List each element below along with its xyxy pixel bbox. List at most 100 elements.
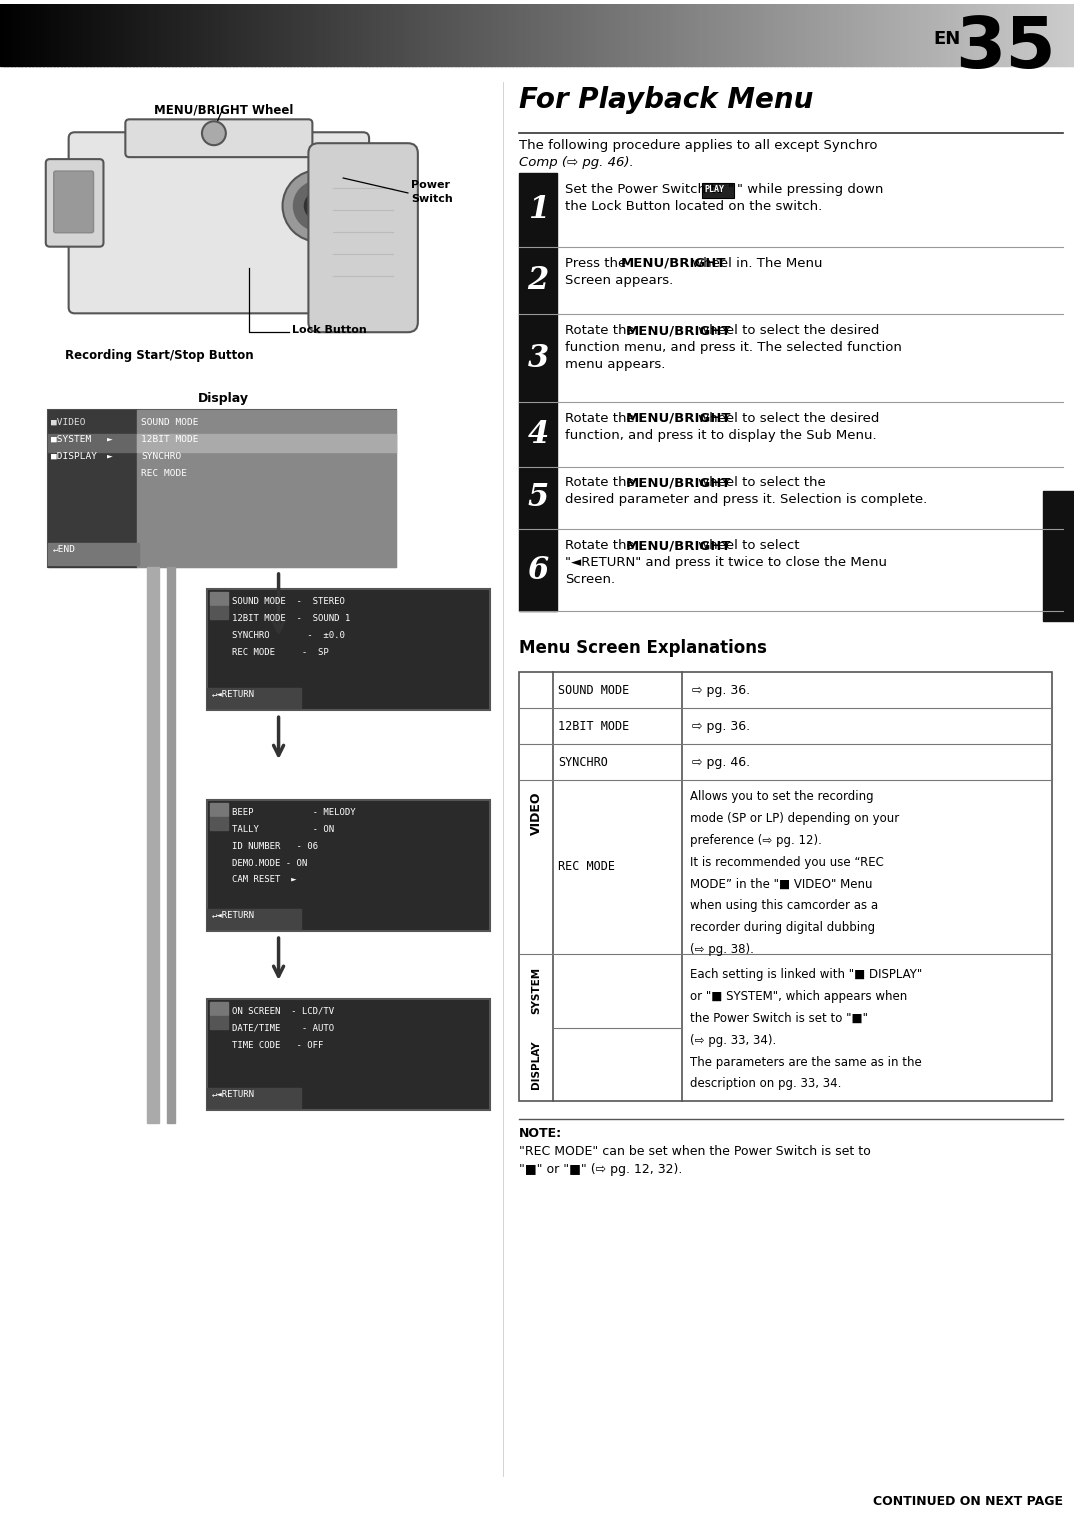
Bar: [1045, 5, 1051, 66]
Bar: [645, 5, 649, 66]
Bar: [584, 5, 589, 66]
Bar: [48, 409, 137, 567]
Bar: [165, 5, 170, 66]
Bar: [860, 5, 864, 66]
Bar: [158, 5, 162, 66]
Bar: [265, 5, 270, 66]
Bar: [781, 5, 785, 66]
Bar: [133, 5, 137, 66]
Bar: [14, 5, 19, 66]
Bar: [76, 5, 80, 66]
Bar: [846, 5, 850, 66]
Text: Comp (⇨ pg. 46).: Comp (⇨ pg. 46).: [519, 156, 634, 169]
Text: MENU/BRIGHT: MENU/BRIGHT: [625, 540, 731, 552]
FancyBboxPatch shape: [45, 159, 104, 247]
Bar: [240, 5, 244, 66]
Text: mode (SP or LP) depending on your: mode (SP or LP) depending on your: [690, 812, 900, 825]
Bar: [1028, 5, 1032, 66]
Bar: [824, 5, 828, 66]
Bar: [519, 247, 557, 314]
Bar: [394, 5, 399, 66]
Bar: [3, 5, 9, 66]
Bar: [207, 1088, 301, 1108]
Bar: [1061, 5, 1065, 66]
Bar: [39, 5, 44, 66]
Bar: [956, 5, 961, 66]
Bar: [312, 5, 316, 66]
Bar: [422, 5, 428, 66]
Bar: [405, 5, 409, 66]
Text: CAM RESET  ►: CAM RESET ►: [232, 875, 296, 885]
Bar: [1056, 5, 1062, 66]
Bar: [118, 5, 123, 66]
Bar: [380, 5, 384, 66]
Bar: [914, 5, 918, 66]
Bar: [656, 5, 660, 66]
Bar: [210, 803, 228, 816]
Bar: [710, 5, 714, 66]
Bar: [982, 5, 986, 66]
Text: "REC MODE" can be set when the Power Switch is set to: "REC MODE" can be set when the Power Swi…: [519, 1145, 872, 1157]
Text: (⇨ pg. 33, 34).: (⇨ pg. 33, 34).: [690, 1033, 777, 1047]
Bar: [212, 5, 216, 66]
Bar: [408, 5, 413, 66]
Bar: [756, 5, 760, 66]
Bar: [190, 5, 194, 66]
Bar: [906, 5, 910, 66]
Text: The following procedure applies to all except Synchro: The following procedure applies to all e…: [519, 140, 878, 152]
Bar: [1035, 5, 1040, 66]
Text: MENU/BRIGHT: MENU/BRIGHT: [625, 412, 731, 425]
Bar: [598, 5, 603, 66]
Bar: [569, 5, 575, 66]
Bar: [745, 5, 750, 66]
Bar: [411, 5, 417, 66]
Bar: [505, 5, 510, 66]
Bar: [519, 673, 1052, 1101]
Bar: [93, 5, 97, 66]
Text: preference (⇨ pg. 12).: preference (⇨ pg. 12).: [690, 834, 822, 846]
Text: Rotate the: Rotate the: [565, 412, 639, 425]
Text: ID NUMBER   - 06: ID NUMBER - 06: [232, 842, 318, 851]
Bar: [977, 5, 983, 66]
Bar: [97, 5, 102, 66]
Bar: [731, 5, 735, 66]
Bar: [32, 5, 37, 66]
Bar: [254, 5, 259, 66]
Bar: [727, 5, 731, 66]
Text: ⇨ pg. 36.: ⇨ pg. 36.: [692, 684, 751, 698]
Bar: [831, 5, 836, 66]
Bar: [387, 5, 391, 66]
Bar: [495, 5, 499, 66]
Bar: [519, 529, 557, 610]
Bar: [348, 5, 352, 66]
Bar: [663, 5, 667, 66]
Text: SYNCHRO       -  ±0.0: SYNCHRO - ±0.0: [232, 630, 345, 639]
Bar: [204, 5, 208, 66]
Bar: [329, 5, 334, 66]
Bar: [462, 5, 467, 66]
Bar: [734, 5, 739, 66]
Bar: [888, 5, 893, 66]
Text: menu appears.: menu appears.: [565, 359, 665, 371]
Bar: [773, 5, 779, 66]
Text: ■DISPLAY: ■DISPLAY: [51, 452, 97, 460]
Bar: [305, 5, 309, 66]
Bar: [548, 5, 553, 66]
Bar: [154, 5, 159, 66]
Bar: [928, 5, 932, 66]
Bar: [1050, 5, 1054, 66]
Text: ↵◄RETURN: ↵◄RETURN: [212, 911, 255, 920]
Bar: [1064, 5, 1068, 66]
Bar: [931, 5, 935, 66]
Text: wheel to select the desired: wheel to select the desired: [693, 325, 879, 337]
Text: Each setting is linked with "■ DISPLAY": Each setting is linked with "■ DISPLAY": [690, 967, 922, 981]
Bar: [659, 5, 663, 66]
Bar: [147, 5, 151, 66]
Text: EN: EN: [933, 29, 960, 48]
Bar: [210, 1016, 228, 1029]
Bar: [469, 5, 474, 66]
Bar: [501, 5, 507, 66]
Text: "◄RETURN" and press it twice to close the Menu: "◄RETURN" and press it twice to close th…: [565, 556, 887, 569]
Text: REC MODE     -  SP: REC MODE - SP: [232, 647, 328, 656]
Bar: [1053, 5, 1057, 66]
